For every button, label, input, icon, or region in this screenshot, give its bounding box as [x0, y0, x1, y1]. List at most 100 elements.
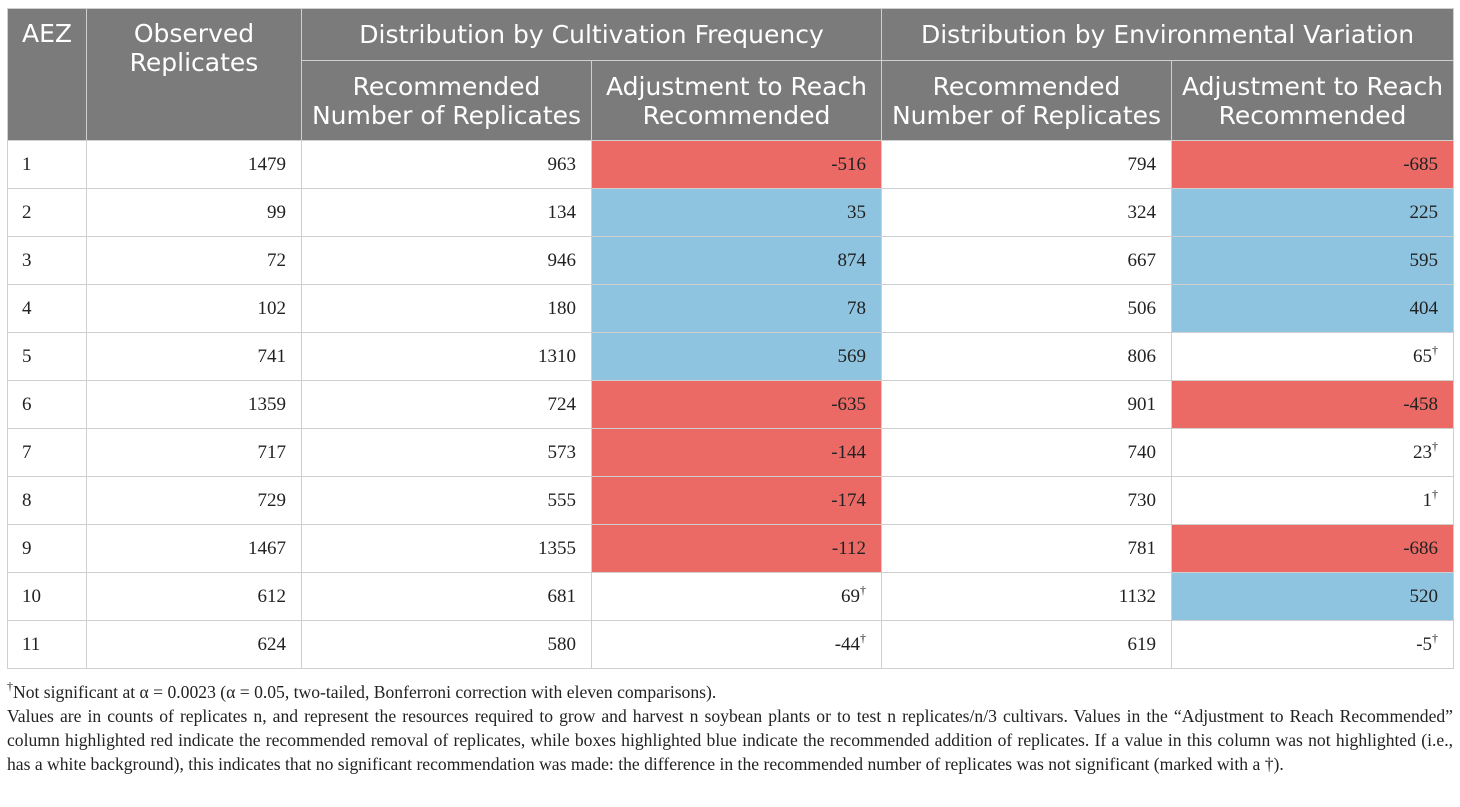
cell-observed: 717 [86, 428, 302, 477]
cell-aez-value: 5 [22, 345, 32, 367]
cell-adjustment-environment: 595 [1171, 236, 1455, 285]
cell-observed-value: 102 [257, 297, 287, 319]
cell-adjustment-cultivation: -112 [590, 524, 883, 573]
cell-adjustment-environment: -686 [1171, 524, 1455, 573]
cell-recommended-cultivation-value: 555 [547, 489, 577, 511]
cell-recommended-environment: 806 [881, 332, 1173, 381]
cell-recommended-cultivation: 580 [301, 620, 592, 669]
cell-aez: 2 [7, 188, 87, 237]
cell-recommended-environment-value: 794 [1127, 153, 1157, 175]
cell-recommended-environment-value: 730 [1127, 489, 1157, 511]
cell-aez-value: 7 [22, 441, 32, 463]
cell-recommended-cultivation-value: 134 [547, 201, 577, 223]
dagger-mark: † [1432, 486, 1439, 501]
cell-recommended-environment: 730 [881, 476, 1173, 525]
cell-recommended-cultivation-value: 573 [547, 441, 577, 463]
cell-adjustment-cultivation: -635 [590, 380, 883, 429]
cell-adjustment-environment: 1† [1171, 476, 1455, 525]
cell-observed: 1467 [86, 524, 302, 573]
cell-observed: 729 [86, 476, 302, 525]
cell-recommended-environment: 740 [881, 428, 1173, 477]
cell-aez: 8 [7, 476, 87, 525]
header-group-cultivation-frequency: Distribution by Cultivation Frequency [300, 8, 883, 61]
cell-recommended-cultivation: 963 [301, 140, 592, 189]
cell-adjustment-environment-value: 65 [1413, 345, 1433, 367]
cell-adjustment-environment: -458 [1171, 380, 1455, 429]
header-group-environmental-variation: Distribution by Environmental Variation [881, 8, 1455, 61]
cell-adjustment-environment-value: 595 [1409, 249, 1439, 271]
cell-adjustment-cultivation-value: -112 [831, 537, 867, 559]
cell-aez: 11 [7, 620, 87, 669]
cell-recommended-environment: 619 [881, 620, 1173, 669]
cell-adjustment-environment-value: -5 [1416, 633, 1433, 655]
cell-recommended-environment: 901 [881, 380, 1173, 429]
cell-adjustment-environment-value: -685 [1403, 153, 1439, 175]
cell-observed-value: 741 [257, 345, 287, 367]
cell-adjustment-environment-value: 1 [1422, 489, 1433, 511]
cell-recommended-environment-value: 1132 [1118, 585, 1157, 607]
cell-recommended-cultivation-value: 724 [547, 393, 577, 415]
replicates-table: AEZ Observed Replicates Distribution by … [7, 8, 1455, 669]
cell-recommended-cultivation: 724 [301, 380, 592, 429]
cell-recommended-cultivation: 134 [301, 188, 592, 237]
header-observed-replicates: Observed Replicates [86, 8, 302, 141]
cell-recommended-environment-value: 506 [1127, 297, 1157, 319]
cell-recommended-environment-value: 740 [1127, 441, 1157, 463]
header-aez: AEZ [7, 8, 87, 141]
cell-aez: 6 [7, 380, 87, 429]
table-row: 1 1479 963 -516 794 -685 [7, 140, 1455, 189]
cell-adjustment-cultivation-value: 69 [841, 585, 861, 607]
cell-aez-value: 6 [22, 393, 32, 415]
cell-recommended-environment-value: 619 [1127, 633, 1157, 655]
cell-adjustment-environment: 65† [1171, 332, 1455, 381]
cell-recommended-cultivation: 555 [301, 476, 592, 525]
header-recommended-cultivation: Recommended Number of Replicates [301, 60, 592, 141]
table-row: 7 717 573 -144 740 23† [7, 428, 1455, 477]
cell-adjustment-cultivation: 69† [590, 572, 883, 621]
cell-observed: 1359 [86, 380, 302, 429]
cell-recommended-cultivation-value: 963 [547, 153, 577, 175]
cell-adjustment-environment: 520 [1171, 572, 1455, 621]
cell-adjustment-environment-value: 520 [1409, 585, 1439, 607]
cell-recommended-environment: 324 [881, 188, 1173, 237]
cell-adjustment-cultivation: 78 [590, 284, 883, 333]
cell-adjustment-cultivation: 874 [590, 236, 883, 285]
cell-adjustment-cultivation-value: -174 [831, 489, 867, 511]
cell-aez: 1 [7, 140, 87, 189]
cell-aez-value: 1 [22, 153, 32, 175]
cell-recommended-cultivation-value: 1355 [538, 537, 576, 559]
footnote-significance: †Not significant at α = 0.0023 (α = 0.05… [7, 680, 1453, 704]
cell-adjustment-cultivation-value: 874 [837, 249, 867, 271]
cell-adjustment-environment-value: -686 [1403, 537, 1439, 559]
cell-adjustment-environment: 404 [1171, 284, 1455, 333]
cell-observed: 1479 [86, 140, 302, 189]
cell-observed: 741 [86, 332, 302, 381]
cell-aez: 10 [7, 572, 87, 621]
table-footnotes: †Not significant at α = 0.0023 (α = 0.05… [7, 672, 1453, 776]
cell-recommended-environment-value: 806 [1127, 345, 1157, 367]
cell-recommended-environment-value: 667 [1127, 249, 1157, 271]
cell-adjustment-cultivation-value: 569 [837, 345, 867, 367]
header-adjustment-environment: Adjustment to Reach Recommended [1171, 60, 1455, 141]
header-recommended-environment: Recommended Number of Replicates [881, 60, 1173, 141]
cell-adjustment-cultivation: 35 [590, 188, 883, 237]
cell-observed: 102 [86, 284, 302, 333]
cell-observed-value: 729 [257, 489, 287, 511]
footnote-explanation: Values are in counts of replicates n, an… [7, 706, 1453, 774]
cell-adjustment-environment: -685 [1171, 140, 1455, 189]
table-row: 6 1359 724 -635 901 -458 [7, 380, 1455, 429]
cell-observed-value: 624 [257, 633, 287, 655]
cell-adjustment-cultivation-value: -144 [831, 441, 867, 463]
cell-recommended-cultivation: 573 [301, 428, 592, 477]
cell-observed-value: 612 [257, 585, 287, 607]
cell-adjustment-environment: 23† [1171, 428, 1455, 477]
cell-recommended-cultivation-value: 580 [547, 633, 577, 655]
cell-adjustment-cultivation-value: 78 [847, 297, 867, 319]
cell-adjustment-cultivation-value: -44 [834, 633, 861, 655]
cell-observed-value: 1359 [248, 393, 286, 415]
cell-recommended-environment: 794 [881, 140, 1173, 189]
cell-recommended-environment-value: 324 [1127, 201, 1157, 223]
dagger-mark: † [7, 679, 13, 693]
cell-aez: 7 [7, 428, 87, 477]
dagger-mark: † [1432, 630, 1439, 645]
